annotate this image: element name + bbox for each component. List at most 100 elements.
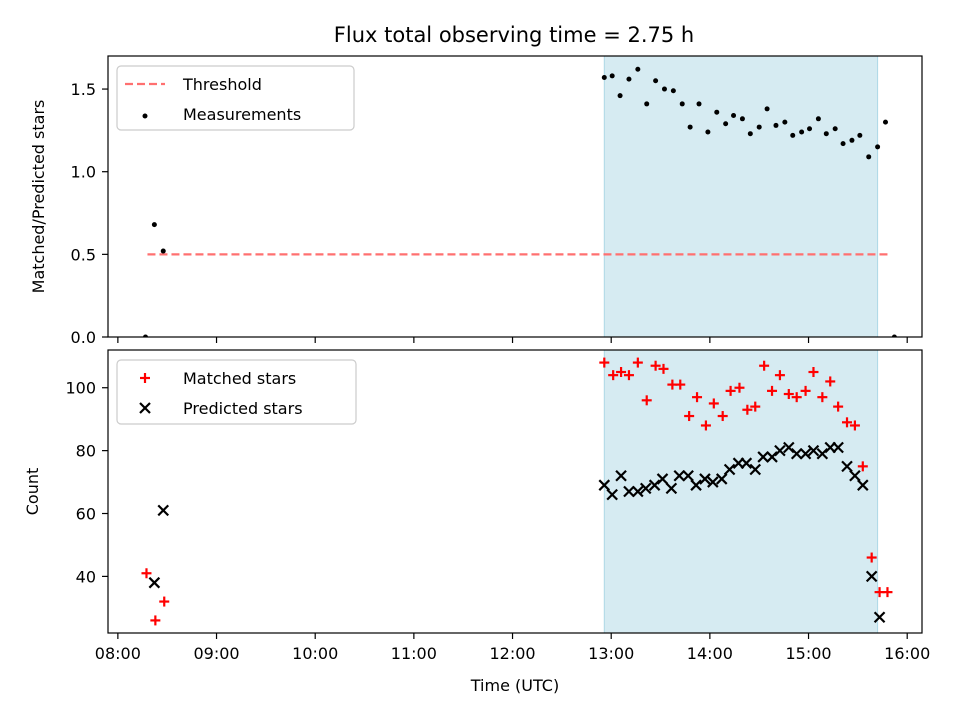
predicted-star-marker: [623, 485, 635, 498]
predicted-star-marker-b: [682, 469, 694, 482]
predicted-star-marker-b: [715, 473, 728, 485]
predicted-star-marker: [774, 444, 786, 457]
predicted-star-marker: [857, 479, 869, 491]
matched-star-marker: [599, 357, 610, 368]
matched-star-marker: [825, 376, 836, 387]
measurement-point: [866, 154, 872, 160]
predicted-star-marker-b: [623, 485, 635, 498]
measurement-point: [891, 334, 897, 337]
predicted-star-marker: [740, 457, 753, 469]
matched-star-marker: [675, 379, 686, 390]
predicted-star-marker: [790, 447, 803, 460]
measurement-point: [747, 131, 753, 137]
matched-star-marker: [800, 385, 811, 396]
axes-frame: [107, 55, 923, 338]
bottom-panel: 08:00 09:00 10:00 11:00 12:00 13:00 14:00 15:00…: [23, 349, 930, 695]
plot-data: [142, 66, 897, 337]
y-axis-label: Count: [23, 468, 42, 516]
predicted-star-marker: [682, 469, 694, 482]
predicted-star-marker-b: [148, 576, 161, 589]
matched-star-marker: [692, 392, 703, 403]
predicted-star-marker: [799, 447, 812, 460]
predicted-star-marker: [648, 479, 661, 491]
predicted-star-marker-b: [723, 463, 736, 476]
predicted-star-marker-b: [873, 611, 886, 624]
predicted-star-marker-b: [790, 447, 803, 460]
measurement-point: [790, 132, 796, 138]
measurement-point: [857, 132, 863, 138]
measurement-point: [142, 334, 148, 337]
predicted-star-marker-b: [598, 479, 611, 491]
predicted-star-marker-b: [699, 473, 711, 485]
predicted-star-marker-b: [774, 444, 786, 457]
measurement-point: [807, 126, 813, 132]
matched-star-marker: [742, 404, 753, 415]
predicted-star-marker-b: [740, 457, 753, 469]
matched-star-marker: [658, 363, 669, 374]
x-axis-label: Time (UTC): [470, 676, 559, 695]
matched-star-marker: [159, 596, 170, 607]
measurement-point: [601, 74, 607, 80]
measurement-point: [705, 129, 711, 135]
plot-data: [141, 357, 893, 626]
matched-star-marker: [767, 385, 778, 396]
predicted-star-marker-b: [615, 469, 627, 482]
matched-star-marker: [857, 461, 868, 472]
predicted-star-marker: [783, 441, 795, 454]
predicted-star-marker-b: [707, 476, 719, 488]
matched-star-marker: [623, 370, 634, 381]
y-axis-label: Matched/Predicted stars: [29, 100, 48, 294]
measurement-point: [840, 141, 846, 147]
x-tick-label: 08:00: [95, 644, 141, 663]
predicted-star-marker-b: [857, 479, 869, 491]
measurement-point: [696, 101, 702, 107]
measurement-point: [799, 129, 805, 135]
measurement-point: [731, 113, 737, 119]
y-tick-label: 100: [65, 379, 96, 398]
measurement-point: [617, 93, 623, 99]
matched-star-marker: [641, 395, 652, 406]
measurement-point: [782, 119, 788, 125]
matched-star-marker: [808, 367, 819, 378]
matched-star-marker: [650, 360, 661, 371]
observing-span: [603, 349, 879, 634]
measurement-point: [739, 116, 745, 122]
matched-star-marker: [817, 392, 828, 403]
matched-star-marker: [849, 420, 860, 431]
measurement-point: [151, 222, 157, 228]
predicted-star-marker-b: [639, 482, 652, 495]
predicted-star-marker-b: [673, 469, 686, 482]
measurement-point: [687, 124, 693, 130]
measurement-point: [882, 119, 888, 125]
y-tick-label: 40: [76, 567, 96, 586]
predicted-star-marker: [849, 469, 861, 482]
legend-entry-label: Matched stars: [183, 369, 296, 388]
x-tick-label: 11:00: [391, 644, 437, 663]
matched-star-marker: [866, 552, 877, 563]
predicted-star-marker-b: [665, 482, 678, 495]
matched-star-marker: [833, 401, 844, 412]
legend-measurement-handle: [142, 113, 148, 119]
predicted-star-marker-b: [799, 447, 812, 460]
matched-star-marker: [882, 587, 893, 598]
matched-star-marker: [725, 385, 736, 396]
predicted-star-marker: [841, 460, 853, 473]
legend-entry-label: Predicted stars: [183, 399, 303, 418]
measurement-point: [764, 106, 770, 112]
observing-span: [603, 55, 879, 338]
y-tick-label: 1.0: [71, 163, 96, 182]
matched-star-marker: [783, 389, 794, 400]
predicted-star-marker-b: [849, 469, 861, 482]
measurement-point: [626, 76, 632, 82]
legend-box: [116, 359, 357, 425]
measurement-point: [849, 137, 855, 143]
y-tick-label: 0.0: [71, 328, 96, 347]
predicted-star-marker: [832, 441, 844, 454]
predicted-star-marker-b: [807, 444, 820, 457]
matched-star-marker: [632, 357, 643, 368]
predicted-star-marker: [639, 482, 652, 495]
predicted-star-marker: [873, 611, 886, 624]
predicted-star-marker-b: [690, 479, 702, 491]
matched-star-marker: [684, 411, 695, 422]
